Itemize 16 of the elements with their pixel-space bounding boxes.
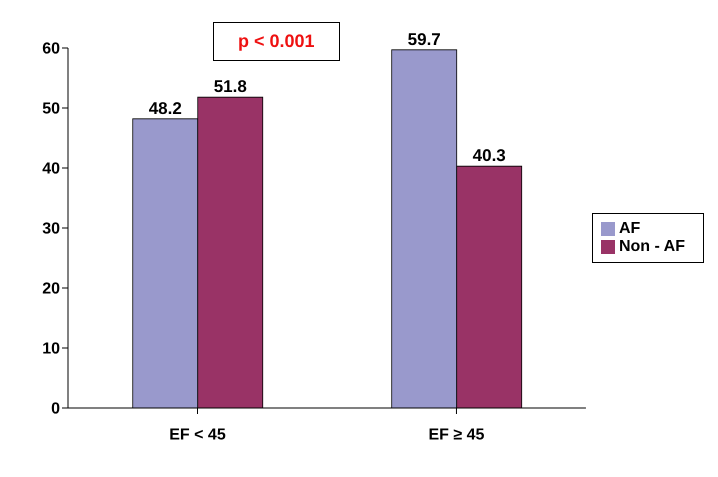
annotation: p < 0.001 bbox=[213, 22, 340, 61]
data-label: 40.3 bbox=[472, 146, 506, 166]
x-tick-label: EF < 45 bbox=[169, 426, 226, 444]
y-tick-label: 50 bbox=[42, 100, 60, 118]
y-tick-label: 40 bbox=[42, 160, 60, 178]
data-label: 59.7 bbox=[408, 30, 441, 49]
legend-label: AF bbox=[618, 220, 640, 237]
x-tick-label: EF ≥ 45 bbox=[428, 426, 485, 444]
y-tick-label: 0 bbox=[51, 400, 60, 418]
y-tick-label: 20 bbox=[42, 280, 60, 298]
y-tick-label: 60 bbox=[42, 40, 60, 58]
legend-label: Non - AF bbox=[618, 238, 685, 255]
y-tick-label: 30 bbox=[42, 220, 60, 238]
y-tick-label: 10 bbox=[42, 340, 60, 358]
data-label: 51.8 bbox=[214, 77, 247, 96]
data-label: 48.2 bbox=[148, 98, 182, 118]
